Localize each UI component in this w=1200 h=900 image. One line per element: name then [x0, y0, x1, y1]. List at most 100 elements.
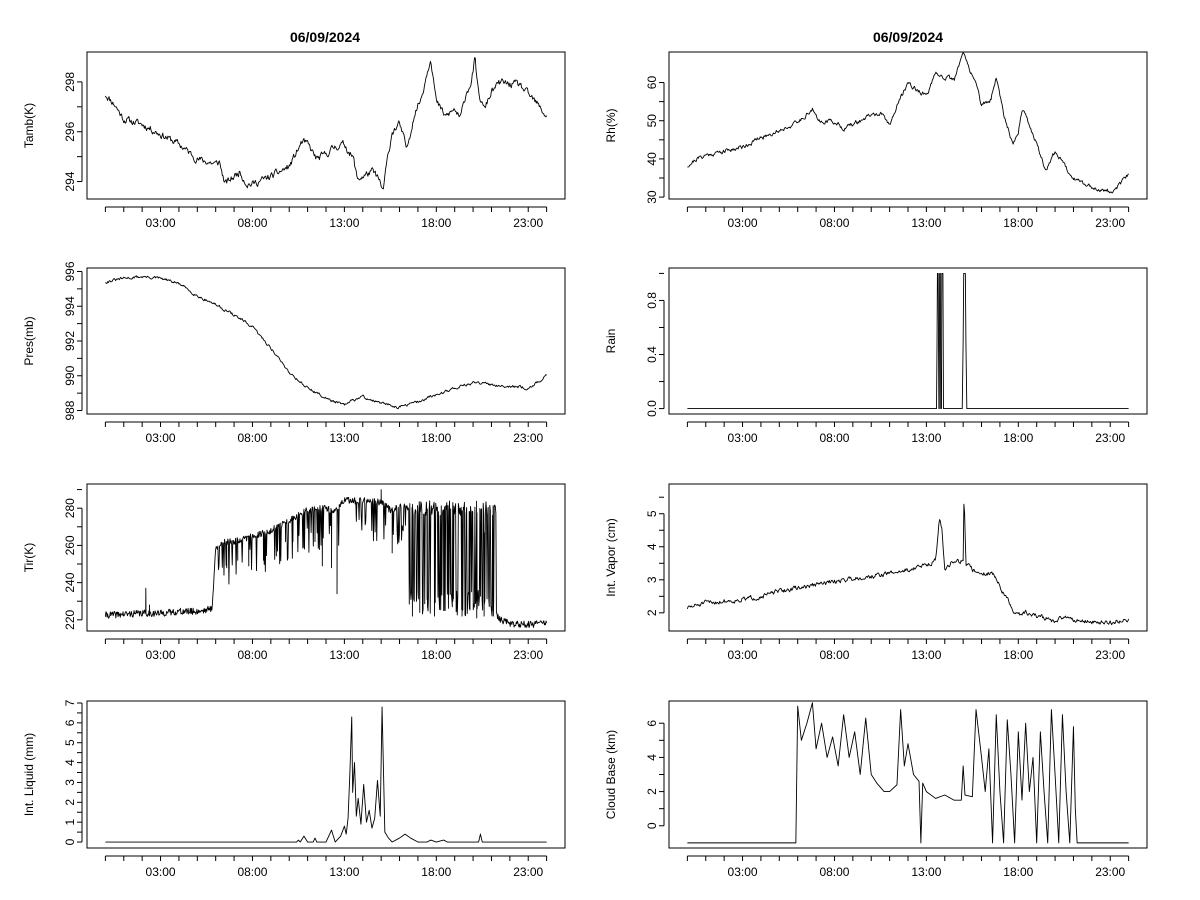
right-column-title: 06/09/2024: [873, 29, 943, 45]
x-axis: 03:00 08:00 13:00 18:00 23:00: [104, 206, 548, 230]
x-tick-label: 13:00: [329, 648, 359, 662]
x-tick-label: 18:00: [421, 865, 451, 879]
y-tick-label: 0: [63, 838, 77, 845]
x-axis: 03:00 08:00 13:00 18:00 23:00: [686, 421, 1130, 445]
y-tick-label: 220: [63, 610, 77, 630]
x-tick-label: 13:00: [329, 216, 359, 230]
series-line: [104, 489, 548, 628]
y-tick-label: 0.8: [645, 292, 659, 309]
y-axis-label: Tir(K): [22, 543, 36, 573]
y-tick-label: 4: [63, 759, 77, 766]
plot-frame: [86, 700, 566, 849]
y-tick-label: 6: [63, 719, 77, 726]
y-axis-label: Rh(%): [604, 108, 618, 142]
plot-frame: [668, 483, 1148, 632]
y-tick-label: 60: [645, 76, 659, 90]
x-tick-label: 18:00: [421, 431, 451, 445]
x-tick-label: 23:00: [513, 648, 543, 662]
plot-frame: [86, 483, 566, 632]
y-tick-label: 990: [63, 365, 77, 385]
y-tick-label: 298: [63, 72, 77, 92]
y-axis: 220 240 260 280 Tir(K): [22, 489, 83, 630]
y-tick-label: 40: [645, 152, 659, 166]
y-tick-label: 280: [63, 498, 77, 518]
y-tick-label: 294: [63, 171, 77, 191]
x-tick-label: 03:00: [728, 216, 758, 230]
plot-frame: [668, 267, 1148, 415]
x-tick-label: 08:00: [819, 648, 849, 662]
y-axis: 2 3 4 5 Int. Vapor (cm): [604, 496, 665, 616]
y-axis: 0.0 0.4 0.8 Rain: [604, 272, 665, 417]
y-axis: 30 40 50 60 Rh(%): [604, 76, 665, 204]
series-line: [105, 275, 547, 410]
y-tick-label: 7: [63, 699, 77, 706]
x-tick-label: 03:00: [146, 216, 176, 230]
x-tick-label: 18:00: [1003, 216, 1033, 230]
x-tick-label: 08:00: [237, 648, 267, 662]
chart-panel-6: 03:00 08:00 13:00 18:00 23:00 2 3 4 5 Int. Vapor …: [604, 483, 1148, 662]
plot-frame: [668, 51, 1148, 200]
x-tick-label: 23:00: [513, 431, 543, 445]
x-tick-label: 23:00: [513, 216, 543, 230]
y-axis: 294 296 298 Tamb(K): [22, 72, 83, 192]
plot-frame: [86, 267, 566, 415]
series-line: [687, 272, 1129, 410]
x-axis: 03:00 08:00 13:00 18:00 23:00: [686, 206, 1130, 230]
chart-panel-3: 03:00 08:00 13:00 18:00 23:00 988 990 992 994 996…: [22, 261, 566, 445]
x-tick-label: 03:00: [728, 865, 758, 879]
series-line: [104, 57, 548, 190]
x-tick-label: 18:00: [1003, 648, 1033, 662]
y-axis-label: Pres(mb): [22, 316, 36, 365]
y-tick-label: 5: [645, 510, 659, 517]
x-tick-label: 18:00: [1003, 431, 1033, 445]
x-tick-label: 18:00: [421, 648, 451, 662]
x-tick-label: 08:00: [819, 865, 849, 879]
x-tick-label: 13:00: [911, 216, 941, 230]
y-tick-label: 4: [645, 543, 659, 550]
chart-panel-2: 03:00 08:00 13:00 18:00 23:00 30 40 50 60 Rh(%): [604, 51, 1148, 230]
y-tick-label: 0.0: [645, 400, 659, 417]
plot-frame: [668, 700, 1148, 849]
y-tick-label: 50: [645, 114, 659, 128]
x-tick-label: 13:00: [911, 648, 941, 662]
y-tick-label: 988: [63, 400, 77, 420]
x-axis: 03:00 08:00 13:00 18:00 23:00: [104, 855, 548, 879]
y-tick-label: 3: [63, 779, 77, 786]
x-axis: 03:00 08:00 13:00 18:00 23:00: [686, 638, 1130, 662]
x-tick-label: 23:00: [1095, 648, 1125, 662]
y-axis-label: Cloud Base (km): [604, 730, 618, 819]
y-tick-label: 2: [645, 609, 659, 616]
x-tick-label: 08:00: [237, 865, 267, 879]
x-tick-label: 18:00: [421, 216, 451, 230]
plot-frame: [86, 51, 566, 200]
x-tick-label: 03:00: [146, 648, 176, 662]
y-tick-label: 3: [645, 576, 659, 583]
y-tick-label: 992: [63, 331, 77, 351]
x-tick-label: 23:00: [1095, 865, 1125, 879]
chart-panel-1: 03:00 08:00 13:00 18:00 23:00 294 296 298 Tamb(K…: [22, 51, 566, 230]
x-tick-label: 08:00: [237, 216, 267, 230]
x-tick-label: 03:00: [728, 648, 758, 662]
x-tick-label: 23:00: [1095, 216, 1125, 230]
y-tick-label: 6: [645, 720, 659, 727]
x-axis: 03:00 08:00 13:00 18:00 23:00: [686, 855, 1130, 879]
series-line: [686, 503, 1130, 626]
y-axis: 0 2 4 6 Cloud Base (km): [604, 720, 665, 829]
chart-panel-5: 03:00 08:00 13:00 18:00 23:00 220 240 260 280 Tir…: [22, 483, 566, 662]
x-tick-label: 18:00: [1003, 865, 1033, 879]
x-tick-label: 08:00: [819, 216, 849, 230]
x-tick-label: 23:00: [513, 865, 543, 879]
y-axis-label: Tamb(K): [22, 103, 36, 148]
left-column-title: 06/09/2024: [290, 29, 360, 45]
x-axis: 03:00 08:00 13:00 18:00 23:00: [104, 638, 548, 662]
chart-panel-8: 03:00 08:00 13:00 18:00 23:00 0 2 4 6 Cloud Base …: [604, 700, 1148, 879]
y-tick-label: 0: [645, 822, 659, 829]
y-tick-label: 996: [63, 261, 77, 281]
x-axis: 03:00 08:00 13:00 18:00 23:00: [104, 421, 548, 445]
y-tick-label: 5: [63, 739, 77, 746]
chart-panel-4: 03:00 08:00 13:00 18:00 23:00 0.0 0.4 0.8 Rain: [604, 267, 1148, 445]
x-tick-label: 08:00: [819, 431, 849, 445]
y-axis-label: Int. Liquid (mm): [22, 733, 36, 816]
y-axis-label: Int. Vapor (cm): [604, 518, 618, 596]
